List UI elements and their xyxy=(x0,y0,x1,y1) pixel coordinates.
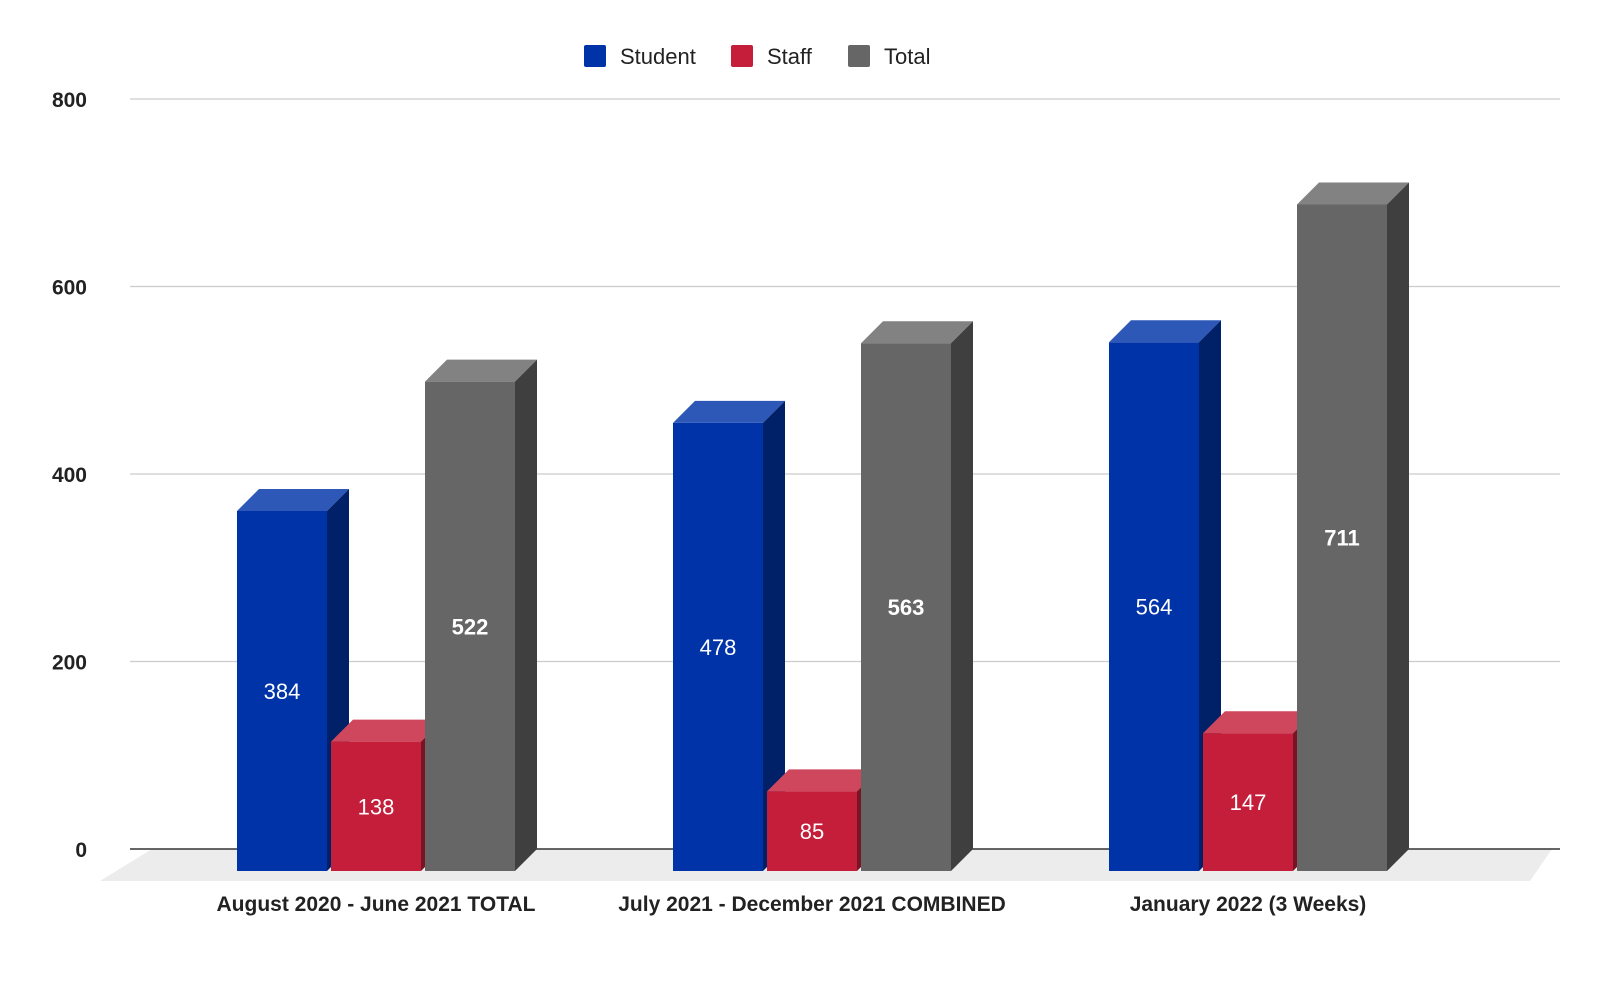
data-label: 147 xyxy=(1230,790,1267,815)
bar-total xyxy=(1297,182,1409,871)
data-label: 522 xyxy=(452,614,489,639)
bar-side-face xyxy=(763,400,785,871)
bar-total xyxy=(861,321,973,871)
bar-front-face xyxy=(331,741,421,871)
bar-top-face xyxy=(1109,320,1221,343)
data-labels: 384 138 522 478 85 563 564 147 711 xyxy=(264,526,1360,844)
y-tick-label: 600 xyxy=(52,277,87,300)
bar-top-face xyxy=(331,719,443,742)
data-label: 478 xyxy=(700,635,737,660)
bar-front-face xyxy=(861,343,951,871)
bar-side-face xyxy=(1387,182,1409,871)
y-axis-ticks: 0 200 400 600 800 xyxy=(52,89,87,862)
bar-front-face xyxy=(767,791,857,871)
bar-top-face xyxy=(861,321,973,344)
data-label: 138 xyxy=(358,794,395,819)
y-tick-label: 800 xyxy=(52,89,87,112)
data-label: 711 xyxy=(1324,526,1360,551)
data-label: 85 xyxy=(800,819,824,844)
data-label: 384 xyxy=(264,679,301,704)
legend-label-total: Total xyxy=(884,44,930,69)
y-tick-label: 400 xyxy=(52,464,87,487)
bar-student xyxy=(673,400,785,871)
bar-side-face xyxy=(951,321,973,871)
bar-front-face xyxy=(425,381,515,871)
legend-label-staff: Staff xyxy=(767,44,813,69)
bar-front-face xyxy=(1203,733,1293,871)
legend-swatch-student xyxy=(584,45,606,67)
legend-swatch-total xyxy=(848,45,870,67)
bar-front-face xyxy=(1109,342,1199,871)
bar-top-face xyxy=(1203,711,1315,734)
bar-top-face xyxy=(1297,182,1409,205)
data-label: 563 xyxy=(888,595,925,620)
bar-top-face xyxy=(237,489,349,511)
x-tick-label: July 2021 - December 2021 COMBINED xyxy=(618,893,1006,916)
x-tick-label: August 2020 - June 2021 TOTAL xyxy=(217,893,536,916)
bar-front-face xyxy=(237,511,327,871)
y-tick-label: 0 xyxy=(75,839,87,862)
data-label: 564 xyxy=(1136,595,1173,620)
legend-swatch-staff xyxy=(731,45,753,67)
bar-top-face xyxy=(767,769,879,792)
legend: Student Staff Total xyxy=(584,44,930,69)
y-tick-label: 200 xyxy=(52,652,87,675)
bar-front-face xyxy=(673,422,763,871)
bar-front-face xyxy=(1297,204,1387,871)
x-tick-label: January 2022 (3 Weeks) xyxy=(1130,893,1367,916)
x-axis-ticks: August 2020 - June 2021 TOTAL July 2021 -… xyxy=(217,893,1367,916)
bar-side-face xyxy=(515,359,537,871)
bars xyxy=(237,182,1409,871)
legend-label-student: Student xyxy=(620,44,696,69)
bar-total xyxy=(425,359,537,871)
bar-top-face xyxy=(673,400,785,423)
bar-top-face xyxy=(425,359,537,382)
